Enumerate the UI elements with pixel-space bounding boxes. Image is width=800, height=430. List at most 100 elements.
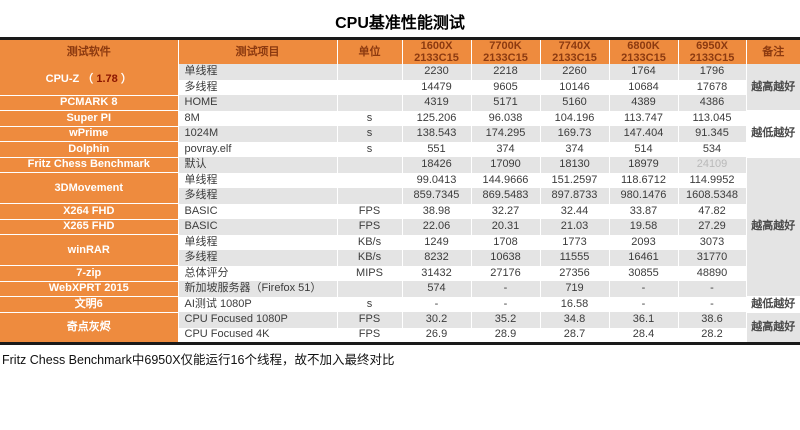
test-item-cell: BASIC — [178, 219, 338, 235]
unit-cell: FPS — [337, 327, 403, 344]
benchmark-table: 测试软件 测试项目 单位 1600X 2133C15 7700K 2133C15… — [0, 37, 800, 345]
table-row: 奇点灰烬 CPU Focused 1080P FPS 30.2 35.2 34.8 36.1… — [0, 312, 800, 344]
value-cell: - — [402, 296, 472, 313]
test-item-cell: 多线程 — [178, 79, 338, 96]
unit-cell: KB/s — [337, 234, 403, 251]
cpu-mem: 2133C15 — [689, 52, 735, 65]
value-cell: 1708 — [471, 234, 541, 251]
value-cell: 2260 — [540, 64, 610, 80]
value-cell: 125.206 — [402, 110, 472, 127]
value-cell: 11555 — [540, 250, 610, 266]
unit-cell: FPS — [337, 219, 403, 235]
cpu-mem: 2133C15 — [552, 52, 597, 65]
software-cell: Super PI — [0, 110, 179, 127]
page-title: CPU基准性能测试 — [335, 15, 465, 32]
cpu-name: 1600X — [420, 40, 453, 52]
value-cell: 27176 — [471, 265, 541, 282]
cpu-mem: 2133C15 — [483, 52, 528, 65]
table-row: X264 FHD BASIC FPS 38.98 32.27 32.44 33.87 47.8… — [0, 203, 800, 220]
table-row: 3DMovement 单线程 99.0413 144.9666 151.2597 118.… — [0, 172, 800, 205]
value-cell: 1796 — [678, 64, 747, 80]
test-item-cell: 单线程 — [178, 234, 338, 251]
software-version: 1.78 — [96, 72, 118, 85]
value-cell: 869.5483 — [471, 188, 541, 204]
value-cell: 16461 — [609, 250, 679, 266]
footnote: Fritz Chess Benchmark中6950X仅能运行16个线程，故不加… — [2, 352, 395, 367]
value-cell: 31432 — [402, 265, 472, 282]
value-cell: 859.7345 — [402, 188, 472, 204]
value-cell: 28.7 — [540, 327, 610, 344]
unit-cell: KB/s — [337, 250, 403, 266]
value-cell: 151.2597 — [540, 172, 610, 189]
value-cell: 18426 — [402, 157, 472, 173]
table-row: 多线程 KB/s 8232 10638 11555 16461 31770 — [0, 250, 800, 266]
value-cell: 551 — [402, 141, 472, 158]
value-cell: 17090 — [471, 157, 541, 173]
software-cell: wPrime — [0, 126, 179, 143]
value-cell: 47.82 — [678, 203, 747, 220]
remark-cell: 越高越好 — [746, 157, 800, 298]
test-item-cell: BASIC — [178, 203, 338, 220]
value-cell: 20.31 — [471, 219, 541, 235]
software-cell: 7-zip — [0, 265, 179, 282]
value-cell: 8232 — [402, 250, 472, 266]
table-row: wPrime 1024M s 138.543 174.295 169.73 147.404 9… — [0, 126, 800, 143]
value-cell: 33.87 — [609, 203, 679, 220]
value-cell: 18979 — [609, 157, 679, 173]
value-cell: 5171 — [471, 95, 541, 111]
col-header-cpu-6800k: 6800K 2133C15 — [608, 38, 678, 65]
value-cell: 534 — [678, 141, 747, 158]
unit-cell: FPS — [337, 312, 403, 328]
unit-cell: s — [337, 141, 403, 158]
value-cell: 35.2 — [471, 312, 541, 328]
value-cell: 174.295 — [471, 126, 541, 142]
value-cell: 28.4 — [609, 327, 679, 344]
table-row: Super PI 8M s 125.206 96.038 104.196 113.747 11… — [0, 110, 800, 158]
col-header-cpu-7740x: 7740X 2133C15 — [539, 38, 609, 65]
value-cell: 10684 — [609, 79, 679, 96]
value-cell: 374 — [540, 141, 610, 158]
unit-cell: s — [337, 296, 403, 313]
software-cell: CPU-Z （ 1.78 ） — [0, 64, 179, 96]
value-cell: 99.0413 — [402, 172, 472, 189]
table-row: winRAR 单线程 KB/s 1249 1708 1773 2093 3073 — [0, 234, 800, 267]
value-cell: 514 — [609, 141, 679, 158]
value-cell: 28.2 — [678, 327, 747, 344]
value-cell: 374 — [471, 141, 541, 158]
test-item-cell: 新加坡服务器（Firefox 51） — [178, 281, 338, 297]
unit-cell: MIPS — [337, 265, 403, 282]
software-cell: WebXPRT 2015 — [0, 281, 179, 298]
unit-cell — [337, 188, 403, 204]
col-header-unit: 单位 — [336, 38, 402, 65]
test-item-cell: CPU Focused 4K — [178, 327, 338, 344]
test-item-cell: CPU Focused 1080P — [178, 312, 338, 328]
software-cell: PCMARK 8 — [0, 95, 179, 112]
test-item-cell: 单线程 — [178, 172, 338, 189]
value-cell: 118.6712 — [609, 172, 679, 189]
software-cell: 3DMovement — [0, 172, 179, 205]
value-cell: - — [471, 281, 541, 297]
table-row: CPU-Z （ 1.78 ）单线程 2230 2218 2260 1764 1796 越高越… — [0, 64, 800, 112]
test-item-cell: 多线程 — [178, 188, 338, 204]
value-cell: 113.045 — [678, 110, 747, 127]
value-cell: 24109 — [678, 157, 747, 173]
value-cell: 138.543 — [402, 126, 472, 142]
software-cell: X264 FHD — [0, 203, 179, 220]
col-header-cpu-6950x: 6950X 2133C15 — [677, 38, 746, 65]
remark-cell: 越低越好 — [746, 296, 800, 313]
unit-cell: s — [337, 110, 403, 127]
software-cell: Fritz Chess Benchmark — [0, 157, 179, 174]
software-cell: 文明6 — [0, 296, 179, 313]
value-cell: 114.9952 — [678, 172, 747, 189]
value-cell: 4386 — [678, 95, 747, 111]
table-row: PCMARK 8 HOME 4319 5171 5160 4389 4386 — [0, 95, 800, 112]
value-cell: - — [471, 296, 541, 313]
value-cell: 27356 — [540, 265, 610, 282]
value-cell: 980.1476 — [609, 188, 679, 204]
value-cell: 10146 — [540, 79, 610, 96]
col-header-software: 测试软件 — [0, 38, 178, 65]
value-cell: 38.6 — [678, 312, 747, 328]
col-header-item: 测试项目 — [177, 38, 337, 65]
excluded-value: 24109 — [696, 158, 728, 171]
cpu-mem: 2133C15 — [621, 52, 666, 65]
